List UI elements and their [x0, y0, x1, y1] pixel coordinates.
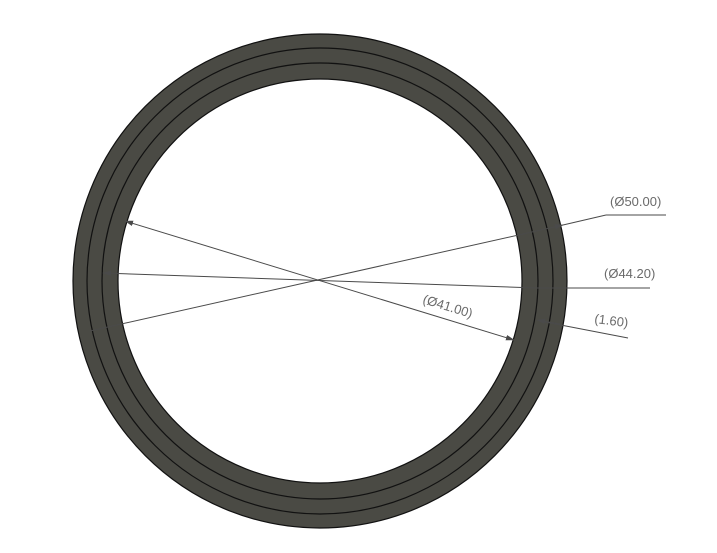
ring-step-edge-1 — [86, 47, 554, 515]
ring-inner-edge — [117, 78, 523, 484]
thickness-leader — [539, 320, 629, 339]
ring-step-edge-2 — [101, 62, 539, 500]
middle-diameter-label: (Ø44.20) — [604, 266, 655, 281]
thickness-arrow — [536, 318, 561, 325]
thickness-label: (1.60) — [594, 311, 630, 330]
outer-diameter-leader — [562, 214, 607, 226]
outer-diameter-label: (Ø50.00) — [610, 194, 661, 209]
inner-diameter-label: (Ø41.00) — [421, 292, 474, 321]
outer-diameter-dimension-line — [89, 224, 564, 332]
inner-diameter-dimension-line — [124, 220, 515, 341]
ring-outer-edge — [72, 33, 568, 529]
